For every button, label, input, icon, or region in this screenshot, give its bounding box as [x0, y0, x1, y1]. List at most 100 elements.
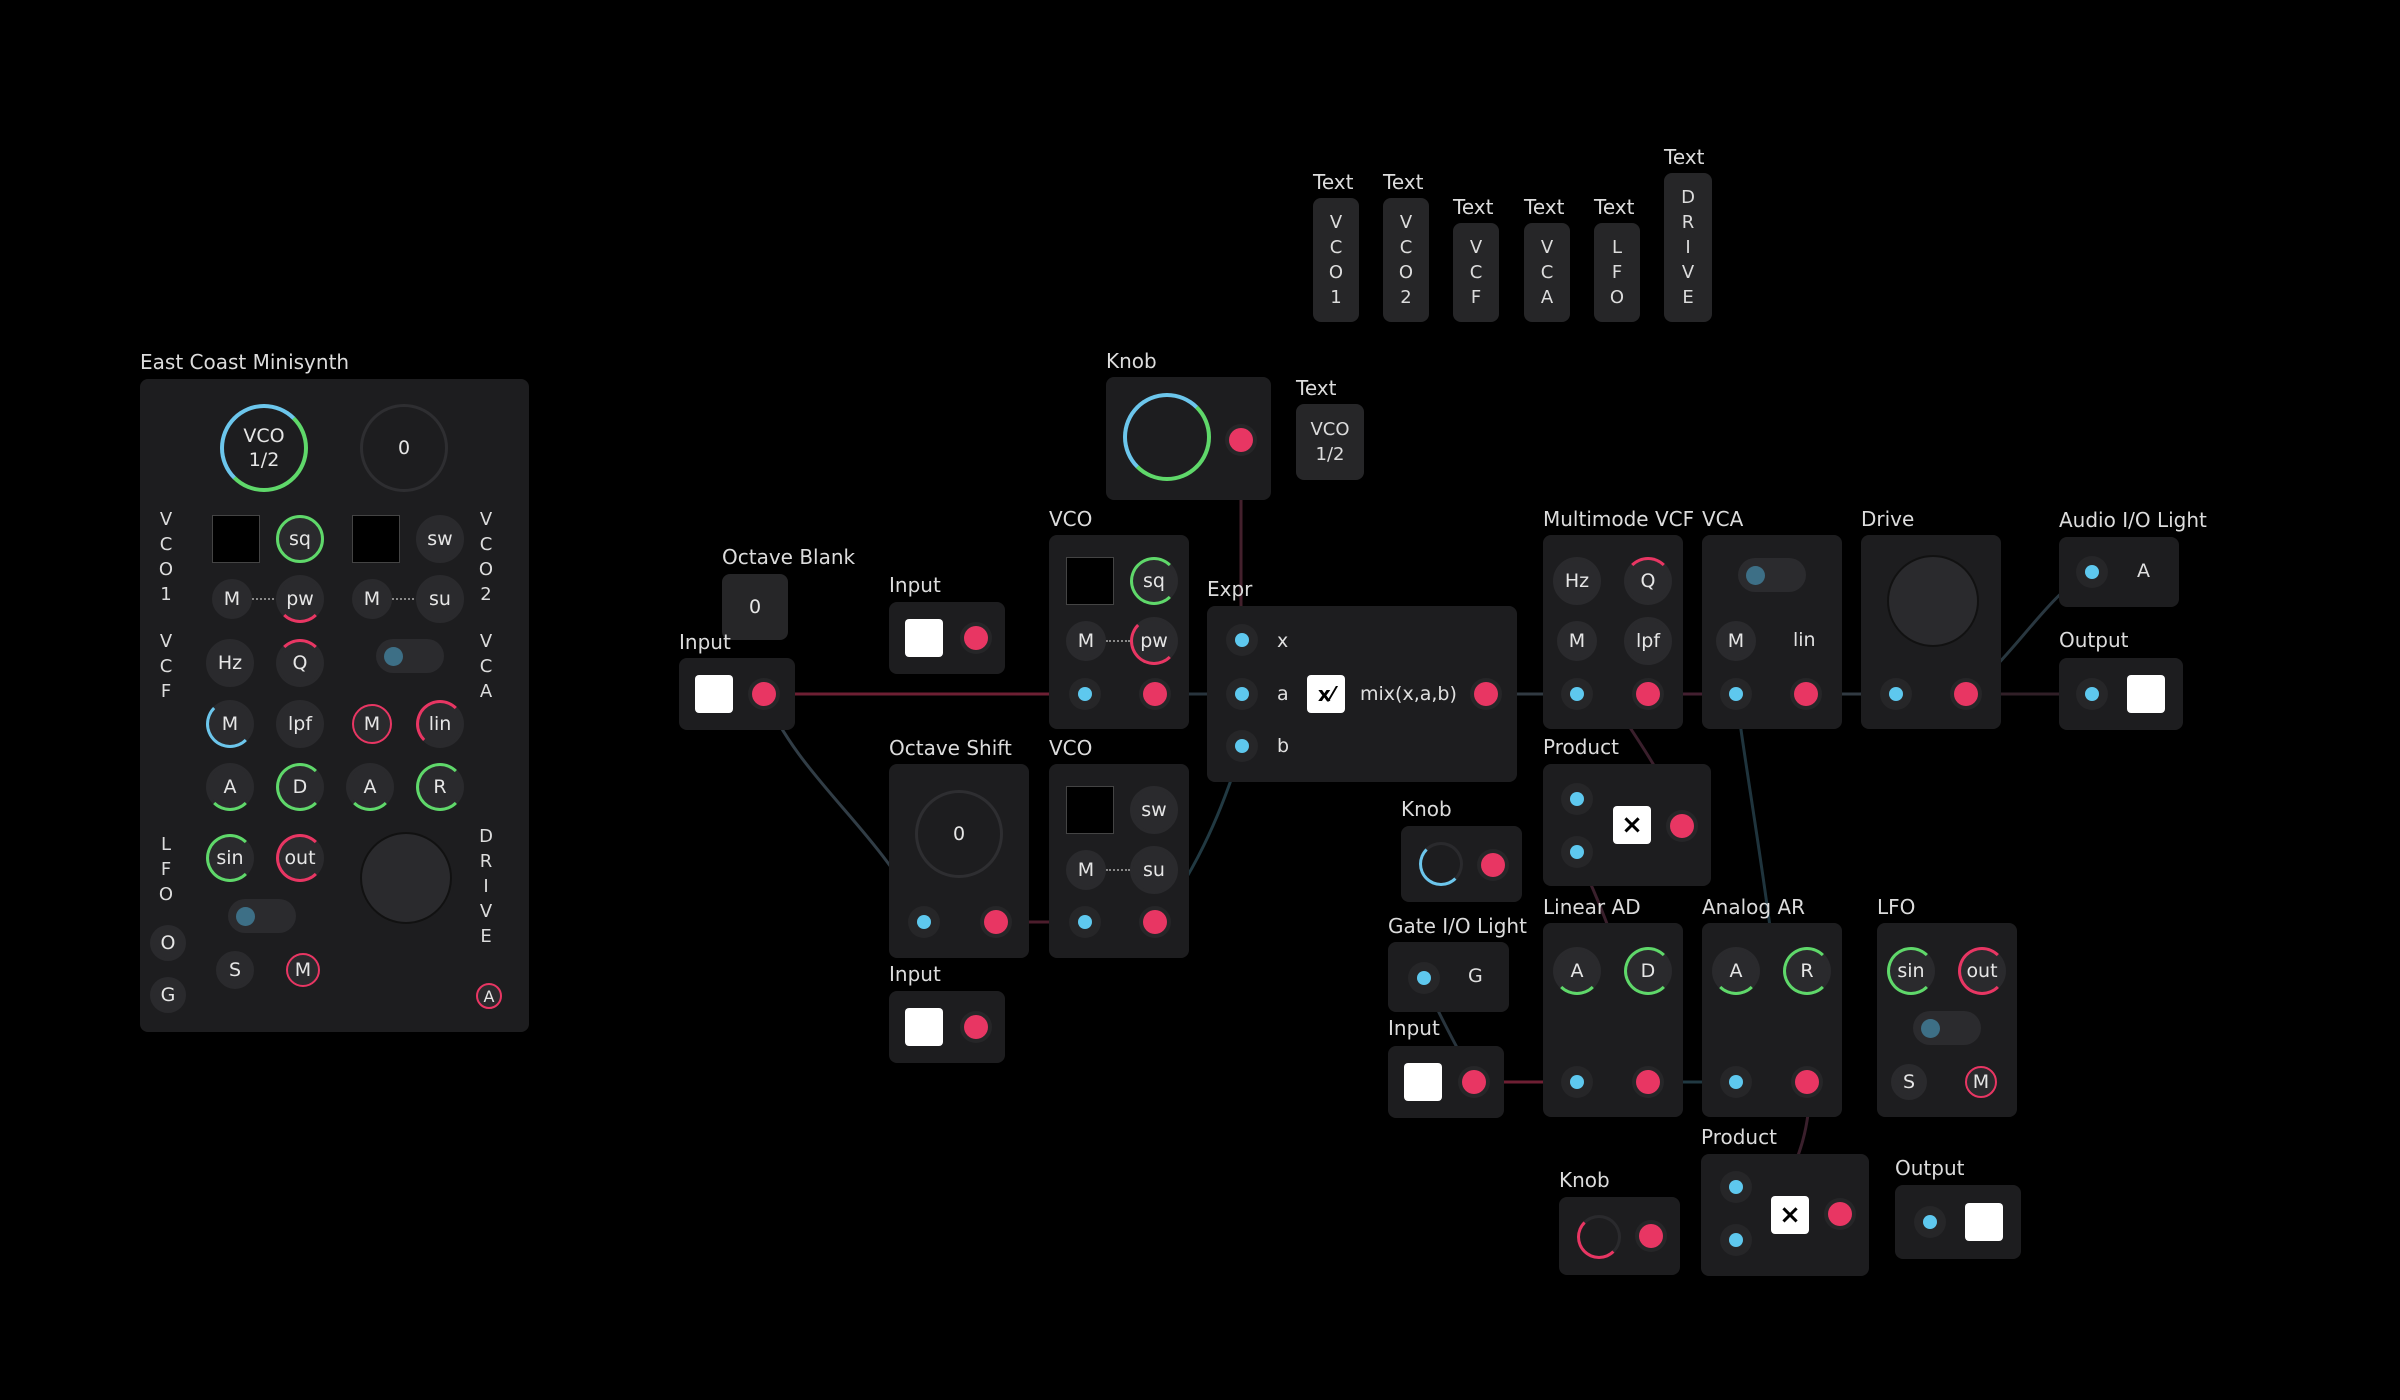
- offset-knob[interactable]: 0: [360, 404, 448, 492]
- expr-x-input[interactable]: [1226, 624, 1258, 656]
- output-input[interactable]: [1914, 1206, 1946, 1238]
- pw-knob[interactable]: pw: [1130, 617, 1178, 665]
- vcf-mod-knob[interactable]: M: [206, 700, 254, 748]
- knob-output[interactable]: [1477, 849, 1509, 881]
- vco2-mod-button[interactable]: M: [352, 579, 392, 619]
- decay-knob[interactable]: D: [1624, 947, 1672, 995]
- sq-knob[interactable]: sq: [1130, 557, 1178, 605]
- attack2-knob[interactable]: A: [346, 763, 394, 811]
- vco1-mod-button[interactable]: M: [212, 579, 252, 619]
- pw-knob[interactable]: pw: [276, 575, 324, 623]
- vco-select-knob[interactable]: VCO 1/2: [220, 404, 308, 492]
- sw-knob[interactable]: sw: [1130, 786, 1178, 834]
- knob-output[interactable]: [1635, 1220, 1667, 1252]
- main-knob[interactable]: [1123, 393, 1211, 481]
- vco-input[interactable]: [1069, 678, 1101, 710]
- input-icon[interactable]: [905, 1008, 943, 1046]
- output-icon[interactable]: [1965, 1203, 2003, 1241]
- drive-curve-icon[interactable]: [360, 832, 452, 924]
- vcf-input[interactable]: [1561, 678, 1593, 710]
- attack-knob[interactable]: A: [1712, 947, 1760, 995]
- lin-knob[interactable]: lin: [416, 700, 464, 748]
- text-module-value[interactable]: L F O: [1594, 223, 1640, 322]
- sin-knob[interactable]: sin: [1887, 947, 1935, 995]
- output-icon[interactable]: [2127, 675, 2165, 713]
- mod-button[interactable]: M: [1066, 621, 1106, 661]
- vco-output[interactable]: [1139, 678, 1171, 710]
- product-input-a[interactable]: [1720, 1171, 1752, 1203]
- input-output[interactable]: [960, 622, 992, 654]
- gate-light-input[interactable]: [1408, 962, 1440, 994]
- product-input-a[interactable]: [1561, 783, 1593, 815]
- lfo-mode-toggle[interactable]: [228, 899, 296, 933]
- input-icon[interactable]: [905, 619, 943, 657]
- audio-indicator[interactable]: A: [476, 983, 502, 1009]
- gate-button[interactable]: G: [150, 977, 186, 1013]
- s-button[interactable]: S: [216, 951, 254, 989]
- small-knob[interactable]: [1419, 842, 1463, 886]
- vca-mode-toggle[interactable]: [376, 639, 444, 673]
- input-output[interactable]: [1458, 1066, 1490, 1098]
- lfo-sin-knob[interactable]: sin: [206, 834, 254, 882]
- o-button[interactable]: O: [150, 925, 186, 961]
- saw-wave-icon[interactable]: [1066, 786, 1114, 834]
- vca-mod-button[interactable]: M: [352, 704, 392, 744]
- pulse-wave-icon[interactable]: [1066, 557, 1114, 605]
- expr-a-input[interactable]: [1226, 678, 1258, 710]
- vca-output[interactable]: [1790, 678, 1822, 710]
- m-button[interactable]: M: [286, 953, 320, 987]
- text-module-value[interactable]: V C A: [1524, 223, 1570, 322]
- octave-shift-output[interactable]: [980, 906, 1012, 938]
- product-output[interactable]: [1666, 810, 1698, 842]
- vco-input[interactable]: [1069, 906, 1101, 938]
- lpf-knob[interactable]: lpf: [1624, 617, 1672, 665]
- sq-knob[interactable]: sq: [276, 515, 324, 563]
- audio-light-input[interactable]: [2076, 556, 2108, 588]
- vco-output[interactable]: [1139, 906, 1171, 938]
- hz-knob[interactable]: Hz: [206, 639, 254, 687]
- product-input-b[interactable]: [1561, 836, 1593, 868]
- out-knob[interactable]: out: [1958, 947, 2006, 995]
- knob-output[interactable]: [1225, 424, 1257, 456]
- expr-output[interactable]: [1470, 678, 1502, 710]
- decay-knob[interactable]: D: [276, 763, 324, 811]
- attack-knob[interactable]: A: [1553, 947, 1601, 995]
- mod-button[interactable]: M: [1716, 621, 1756, 661]
- product-output[interactable]: [1824, 1198, 1856, 1230]
- hz-knob[interactable]: Hz: [1553, 557, 1601, 605]
- vca-input[interactable]: [1720, 678, 1752, 710]
- sw-knob[interactable]: sw: [416, 515, 464, 563]
- drive-curve-icon[interactable]: [1887, 555, 1979, 647]
- input-icon[interactable]: [695, 675, 733, 713]
- saw-wave-icon[interactable]: [352, 515, 400, 563]
- output-input[interactable]: [2076, 678, 2108, 710]
- m-button[interactable]: M: [1965, 1066, 1997, 1098]
- lfo-out-knob[interactable]: out: [276, 834, 324, 882]
- octave-blank-value[interactable]: 0: [722, 574, 788, 640]
- q-knob[interactable]: Q: [1624, 557, 1672, 605]
- vca-toggle[interactable]: [1738, 558, 1806, 592]
- multiply-icon[interactable]: ×: [1771, 1196, 1809, 1234]
- drive-output[interactable]: [1950, 678, 1982, 710]
- input-output[interactable]: [748, 678, 780, 710]
- vcf-output[interactable]: [1632, 678, 1664, 710]
- small-knob[interactable]: [1577, 1215, 1621, 1259]
- release-knob[interactable]: R: [1783, 947, 1831, 995]
- product-input-b[interactable]: [1720, 1224, 1752, 1256]
- s-button[interactable]: S: [1891, 1064, 1927, 1100]
- octave-shift-knob[interactable]: 0: [915, 790, 1003, 878]
- analog-ar-input[interactable]: [1720, 1066, 1752, 1098]
- pulse-wave-icon[interactable]: [212, 515, 260, 563]
- lfo-toggle[interactable]: [1913, 1011, 1981, 1045]
- text-module-value[interactable]: V C F: [1453, 223, 1499, 322]
- lin-label[interactable]: lin: [1793, 629, 1816, 651]
- lpf-knob[interactable]: lpf: [276, 700, 324, 748]
- attack1-knob[interactable]: A: [206, 763, 254, 811]
- text-module-value[interactable]: V C O 1: [1313, 198, 1359, 322]
- input-icon[interactable]: [1404, 1063, 1442, 1101]
- linear-ad-input[interactable]: [1561, 1066, 1593, 1098]
- analog-ar-output[interactable]: [1791, 1066, 1823, 1098]
- su-knob[interactable]: su: [416, 575, 464, 623]
- linear-ad-output[interactable]: [1632, 1066, 1664, 1098]
- input-output[interactable]: [960, 1011, 992, 1043]
